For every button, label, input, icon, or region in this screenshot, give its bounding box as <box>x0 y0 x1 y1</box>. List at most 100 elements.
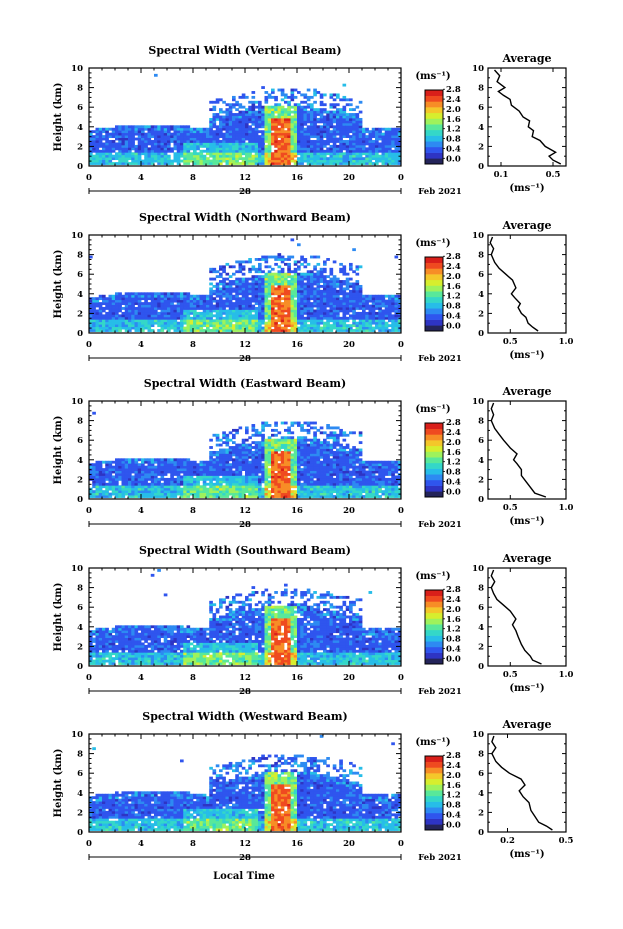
average-y-tick-label: 2 <box>478 309 484 319</box>
y-tick-label: 10 <box>71 397 83 407</box>
x-tick-label: 12 <box>239 340 251 350</box>
y-tick-label: 10 <box>71 231 83 241</box>
average-title: Average <box>501 52 551 65</box>
x-tick-label: 4 <box>138 506 144 516</box>
x-tick-label: 12 <box>239 506 251 516</box>
colorbar-tick-label: 1.6 <box>446 781 461 791</box>
average-profile-plot: Average 0 2 4 6 8 10 0.5 1.0 (ms⁻¹) <box>472 219 573 361</box>
date-month-year: Feb 2021 <box>418 354 462 364</box>
average-y-tick-label: 10 <box>472 730 484 740</box>
x-tick-label: 0 <box>86 173 92 183</box>
heatmap-cells <box>89 238 402 332</box>
average-profile-plot: Average 0 2 4 6 8 10 0.5 1.0 (ms⁻¹) <box>472 385 573 527</box>
average-line <box>493 69 562 165</box>
y-axis-label: Height (km) <box>53 83 64 152</box>
colorbar: 0.00.40.81.21.62.02.42.8 (ms⁻¹) <box>415 71 461 165</box>
x-tick-label: 0 <box>398 506 404 516</box>
colorbar-tick-label: 0.0 <box>446 321 461 331</box>
colorbar-tick-label: 0.0 <box>446 487 461 497</box>
average-y-tick-label: 6 <box>478 270 484 280</box>
average-y-tick-label: 10 <box>472 397 484 407</box>
average-y-tick-label: 4 <box>478 623 484 633</box>
colorbar-tick-label: 1.2 <box>446 292 461 302</box>
average-y-tick-label: 8 <box>478 417 484 427</box>
colorbar-tick-label: 2.8 <box>446 585 461 595</box>
colorbar-tick-label: 2.8 <box>446 252 461 262</box>
x-tick-label: 16 <box>291 839 303 849</box>
colorbar-unit: (ms⁻¹) <box>415 71 450 82</box>
average-y-tick-label: 4 <box>478 456 484 466</box>
average-y-tick-label: 6 <box>478 603 484 613</box>
average-line <box>490 569 542 665</box>
colorbar-tick-label: 0.0 <box>446 654 461 664</box>
colorbar: 0.00.40.81.21.62.02.42.8 (ms⁻¹) <box>415 571 461 665</box>
colorbar-tick-label: 2.8 <box>446 751 461 761</box>
colorbar: 0.00.40.81.21.62.02.42.8 (ms⁻¹) <box>415 737 461 831</box>
average-y-tick-label: 0 <box>478 329 484 339</box>
y-tick-label: 8 <box>77 251 83 261</box>
average-y-tick-label: 8 <box>478 251 484 261</box>
colorbar-tick-label: 2.8 <box>446 418 461 428</box>
average-x-tick-label: 0.5 <box>503 337 518 347</box>
x-tick-label: 16 <box>291 506 303 516</box>
average-y-tick-label: 0 <box>478 828 484 838</box>
y-tick-label: 0 <box>77 495 83 505</box>
average-x-tick-label: 0.1 <box>494 170 509 180</box>
average-y-tick-label: 8 <box>478 750 484 760</box>
panel-2: Spectral Width (Northward Beam)0 4 8 12 16 20… <box>53 211 573 364</box>
average-y-tick-label: 0 <box>478 162 484 172</box>
colorbar-tick-label: 0.8 <box>446 801 461 811</box>
average-y-tick-label: 4 <box>478 290 484 300</box>
colorbar: 0.00.40.81.21.62.02.42.8 (ms⁻¹) <box>415 238 461 332</box>
average-x-tick-label: 0.2 <box>500 836 515 846</box>
average-x-tick-label: 0.5 <box>546 170 561 180</box>
y-axis-label: Height (km) <box>53 749 64 818</box>
x-tick-label: 0 <box>398 340 404 350</box>
y-tick-label: 0 <box>77 662 83 672</box>
average-y-tick-label: 2 <box>478 808 484 818</box>
colorbar-tick-label: 0.4 <box>446 477 461 487</box>
x-tick-label: 8 <box>190 340 196 350</box>
y-axis-label: Height (km) <box>53 250 64 319</box>
colorbar-tick-label: 1.6 <box>446 615 461 625</box>
panel-3: Spectral Width (Eastward Beam)0 4 8 12 16 20 0… <box>53 377 573 530</box>
y-tick-label: 4 <box>77 789 83 799</box>
y-tick-label: 4 <box>77 623 83 633</box>
y-axis-label: Height (km) <box>53 416 64 485</box>
average-line <box>491 735 553 831</box>
colorbar-tick-label: 0.8 <box>446 135 461 145</box>
x-tick-label: 0 <box>86 506 92 516</box>
average-title: Average <box>501 552 551 565</box>
y-tick-label: 2 <box>77 309 83 319</box>
colorbar-tick-label: 2.0 <box>446 105 461 115</box>
x-axis-label: Local Time <box>213 871 275 882</box>
panel-5: Spectral Width (Westward Beam)0 4 8 12 16 20 0… <box>53 710 573 863</box>
average-x-label: (ms⁻¹) <box>509 849 544 860</box>
average-x-label: (ms⁻¹) <box>509 683 544 694</box>
average-profile-plot: Average 0 2 4 6 8 10 0.2 0.5 (ms⁻¹) <box>472 718 573 860</box>
colorbar-tick-label: 2.0 <box>446 605 461 615</box>
colorbar-unit: (ms⁻¹) <box>415 571 450 582</box>
date-day: 28 <box>239 187 251 197</box>
average-x-tick-label: 1.0 <box>559 337 574 347</box>
x-tick-label: 0 <box>86 340 92 350</box>
average-x-tick-label: 0.5 <box>503 503 518 513</box>
colorbar-tick-label: 0.0 <box>446 154 461 164</box>
colorbar-tick-label: 0.8 <box>446 468 461 478</box>
date-day: 28 <box>239 853 251 863</box>
x-tick-label: 8 <box>190 173 196 183</box>
x-tick-label: 4 <box>138 673 144 683</box>
y-tick-label: 10 <box>71 730 83 740</box>
average-y-tick-label: 6 <box>478 769 484 779</box>
colorbar-tick-label: 2.4 <box>446 428 461 438</box>
y-tick-label: 2 <box>77 142 83 152</box>
colorbar-tick-label: 0.4 <box>446 144 461 154</box>
y-tick-label: 0 <box>77 329 83 339</box>
average-x-label: (ms⁻¹) <box>509 350 544 361</box>
date-month-year: Feb 2021 <box>418 520 462 530</box>
x-tick-label: 12 <box>239 673 251 683</box>
x-tick-label: 4 <box>138 173 144 183</box>
y-tick-label: 4 <box>77 123 83 133</box>
average-y-tick-label: 10 <box>472 231 484 241</box>
